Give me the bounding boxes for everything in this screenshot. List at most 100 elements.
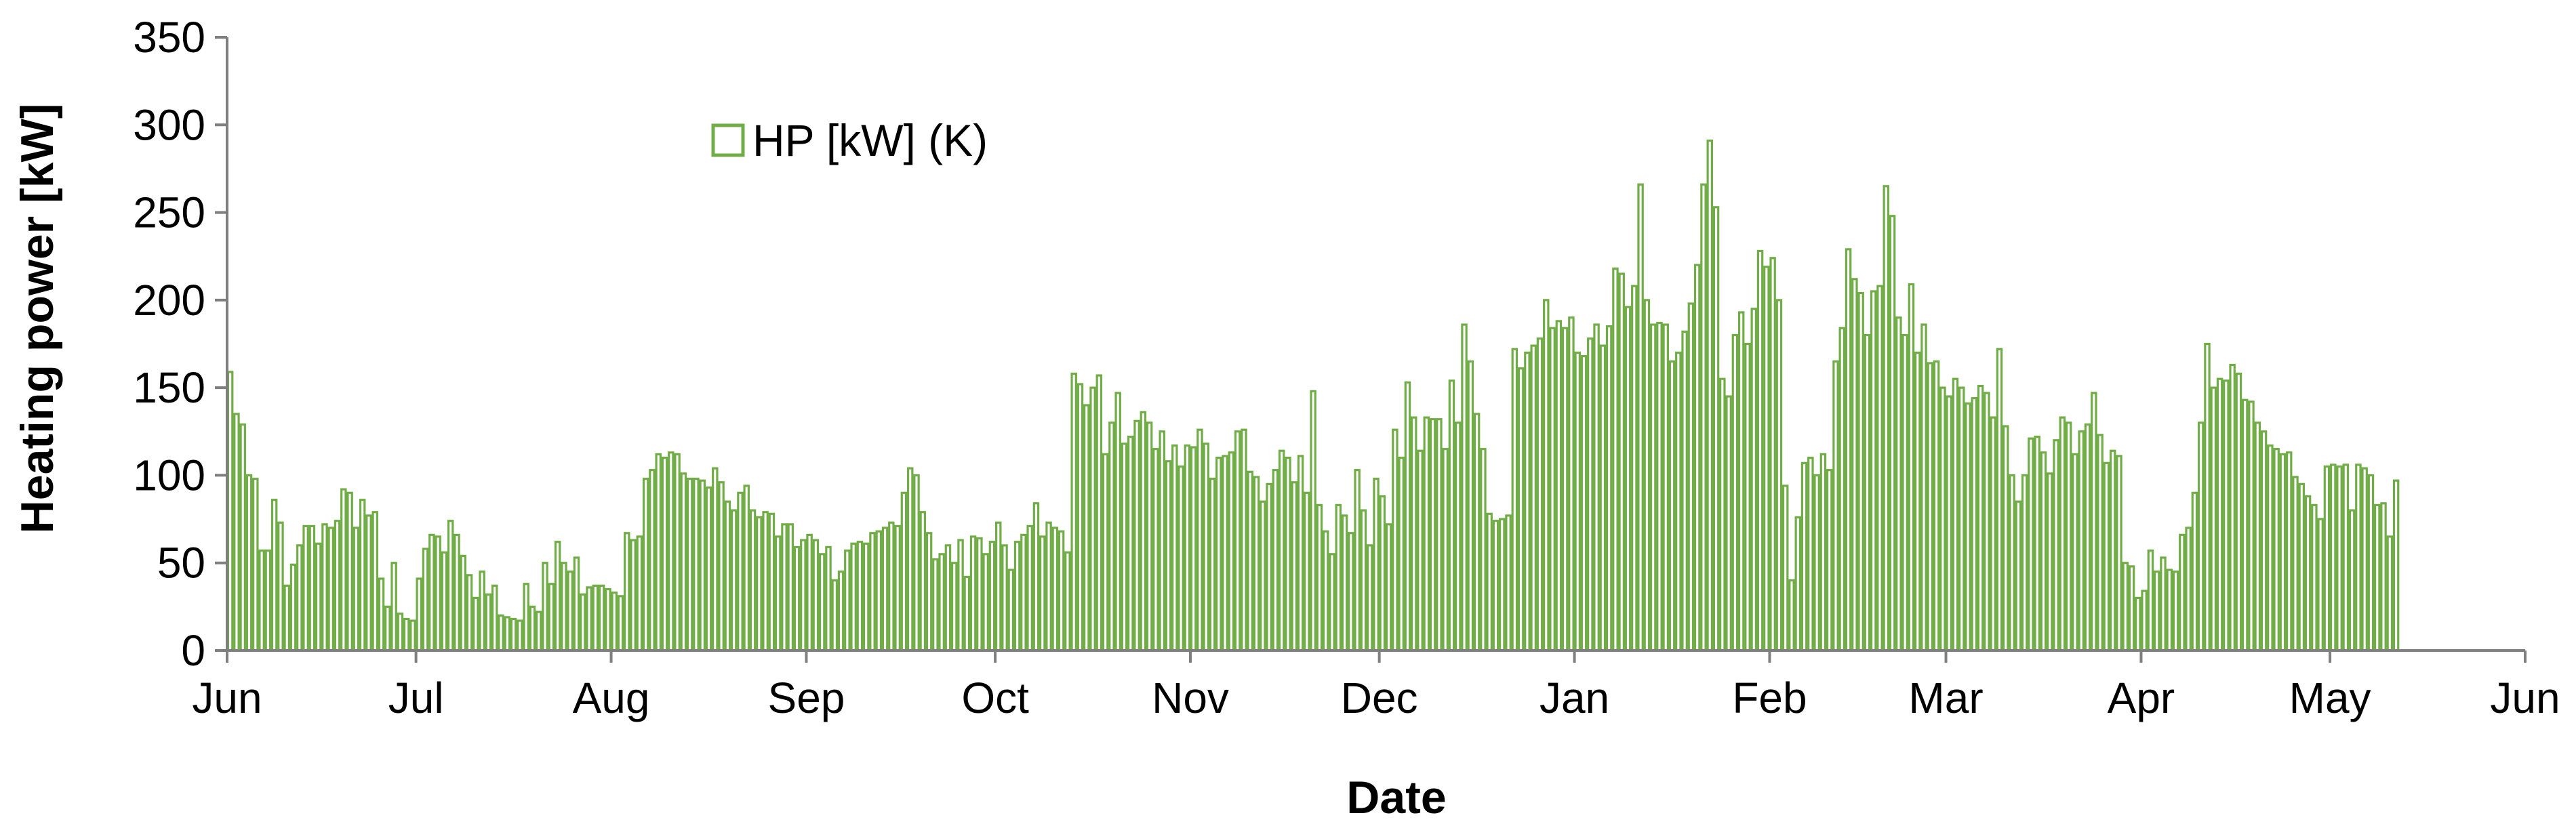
bar-2017-10-20 (1114, 392, 1121, 652)
bar-2018-03-15 (2034, 435, 2040, 652)
bar-2018-03-13 (2021, 474, 2028, 652)
bar-2017-12-14 (1461, 323, 1468, 652)
y-tick-label: 250 (133, 188, 205, 237)
bar-2017-12-24 (1524, 351, 1531, 652)
y-tick-label: 150 (133, 363, 205, 412)
bar-2017-06-23 (365, 514, 372, 652)
bar-2017-08-26 (768, 512, 776, 652)
bar-2017-12-03 (1392, 428, 1398, 652)
bar-2017-10-28 (1165, 460, 1172, 652)
bar-2017-09-17 (906, 467, 914, 652)
bar-2018-03-23 (2084, 423, 2091, 652)
bar-2018-02-11 (1832, 360, 1839, 652)
bar-2017-11-27 (1354, 469, 1361, 652)
legend: HP [kW] (K) (711, 115, 988, 165)
bar-2017-11-03 (1203, 442, 1209, 652)
bar-2017-11-19 (1304, 491, 1310, 652)
bar-2018-02-07 (1807, 456, 1814, 652)
bar-2017-10-24 (1140, 411, 1147, 652)
bar-2017-12-28 (1549, 327, 1556, 652)
bar-2018-01-17 (1675, 351, 1682, 652)
bar-2017-09-30 (988, 541, 996, 652)
bar-2017-12-30 (1561, 327, 1569, 652)
bar-2018-03-19 (2059, 416, 2066, 652)
x-tick-label: Nov (1152, 674, 1229, 722)
bar-2017-11-02 (1196, 428, 1203, 652)
bar-2017-10-15 (1083, 404, 1090, 652)
bar-2017-08-28 (781, 523, 788, 652)
bar-2017-08-19 (724, 500, 731, 652)
bar-2018-01-03 (1587, 337, 1594, 652)
x-tick-label: Jun (192, 674, 262, 722)
bar-2017-09-08 (850, 542, 857, 652)
bar-2017-11-23 (1329, 553, 1335, 652)
bar-2017-10-09 (1045, 521, 1052, 652)
bar-2017-08-17 (712, 467, 719, 652)
bar-2018-03-02 (1952, 377, 1959, 652)
bar-2018-03-18 (2053, 439, 2059, 652)
bar-2017-08-21 (737, 491, 744, 652)
bar-2018-02-05 (1794, 516, 1802, 652)
bar-2018-03-30 (2128, 565, 2135, 652)
bar-2017-06-11 (289, 563, 297, 652)
bar-2018-02-27 (1933, 360, 1940, 652)
bar-2017-07-09 (466, 574, 473, 652)
bar-2017-06-05 (252, 477, 259, 652)
bar-2017-09-25 (957, 539, 964, 652)
bar-2017-11-15 (1278, 449, 1285, 652)
bar-2018-01-11 (1637, 183, 1644, 652)
y-axis-title-group: Heating power [kW] (12, 104, 63, 534)
bar-2018-02-21 (1895, 316, 1902, 652)
bar-2017-12-12 (1448, 379, 1455, 652)
bar-2018-04-19 (2254, 421, 2261, 652)
bar-2017-10-30 (1178, 465, 1184, 652)
bar-2017-08-08 (655, 453, 662, 652)
bar-2017-06-09 (277, 521, 284, 652)
bar-2017-10-22 (1127, 435, 1134, 652)
bar-2017-12-11 (1442, 448, 1449, 652)
bar-2017-10-27 (1159, 430, 1165, 652)
bar-2017-06-26 (384, 605, 391, 652)
bar-2017-09-24 (950, 562, 958, 652)
bar-2018-01-20 (1693, 264, 1701, 652)
x-axis-title: Date (1346, 772, 1446, 823)
bar-2017-07-31 (605, 587, 611, 652)
bar-2017-10-01 (994, 521, 1002, 652)
bar-2018-03-17 (2047, 472, 2053, 652)
bar-2017-08-07 (649, 469, 656, 652)
bar-2018-01-26 (1731, 333, 1739, 652)
bar-2018-04-21 (2267, 444, 2274, 652)
bar-2017-10-14 (1076, 383, 1084, 652)
y-tick-label: 200 (133, 276, 205, 325)
bar-2017-11-29 (1366, 544, 1373, 652)
bar-2018-03-28 (2116, 455, 2122, 652)
bar-2017-11-04 (1209, 477, 1216, 652)
bar-2017-06-07 (264, 550, 272, 652)
bar-2017-11-25 (1341, 514, 1348, 652)
bar-2018-03-29 (2122, 562, 2129, 652)
bar-2017-10-21 (1121, 442, 1128, 652)
bar-2017-07-05 (441, 551, 448, 652)
bar-2017-08-24 (756, 516, 763, 652)
bar-2018-04-22 (2273, 448, 2280, 652)
plot-area (226, 139, 2400, 652)
bar-2017-09-07 (844, 550, 851, 652)
bar-2018-04-16 (2235, 372, 2242, 652)
bar-2017-11-20 (1310, 390, 1316, 652)
bar-2018-03-06 (1977, 384, 1984, 652)
bar-2017-12-20 (1499, 518, 1506, 652)
bar-2018-01-18 (1681, 330, 1688, 652)
x-tick-label: Feb (1732, 674, 1807, 722)
bar-2017-07-13 (491, 584, 498, 652)
bar-2017-12-26 (1536, 337, 1544, 652)
bar-2017-07-04 (435, 535, 441, 652)
bar-2018-03-26 (2103, 461, 2110, 652)
bar-2017-11-14 (1272, 469, 1279, 652)
bar-2018-01-16 (1668, 360, 1676, 652)
bar-2017-06-15 (315, 542, 322, 652)
bar-2017-06-21 (353, 526, 360, 652)
bar-2018-04-02 (2147, 550, 2154, 652)
bar-2018-02-25 (1920, 323, 1927, 652)
bar-2018-01-28 (1744, 342, 1751, 652)
bar-2017-10-26 (1152, 448, 1159, 652)
